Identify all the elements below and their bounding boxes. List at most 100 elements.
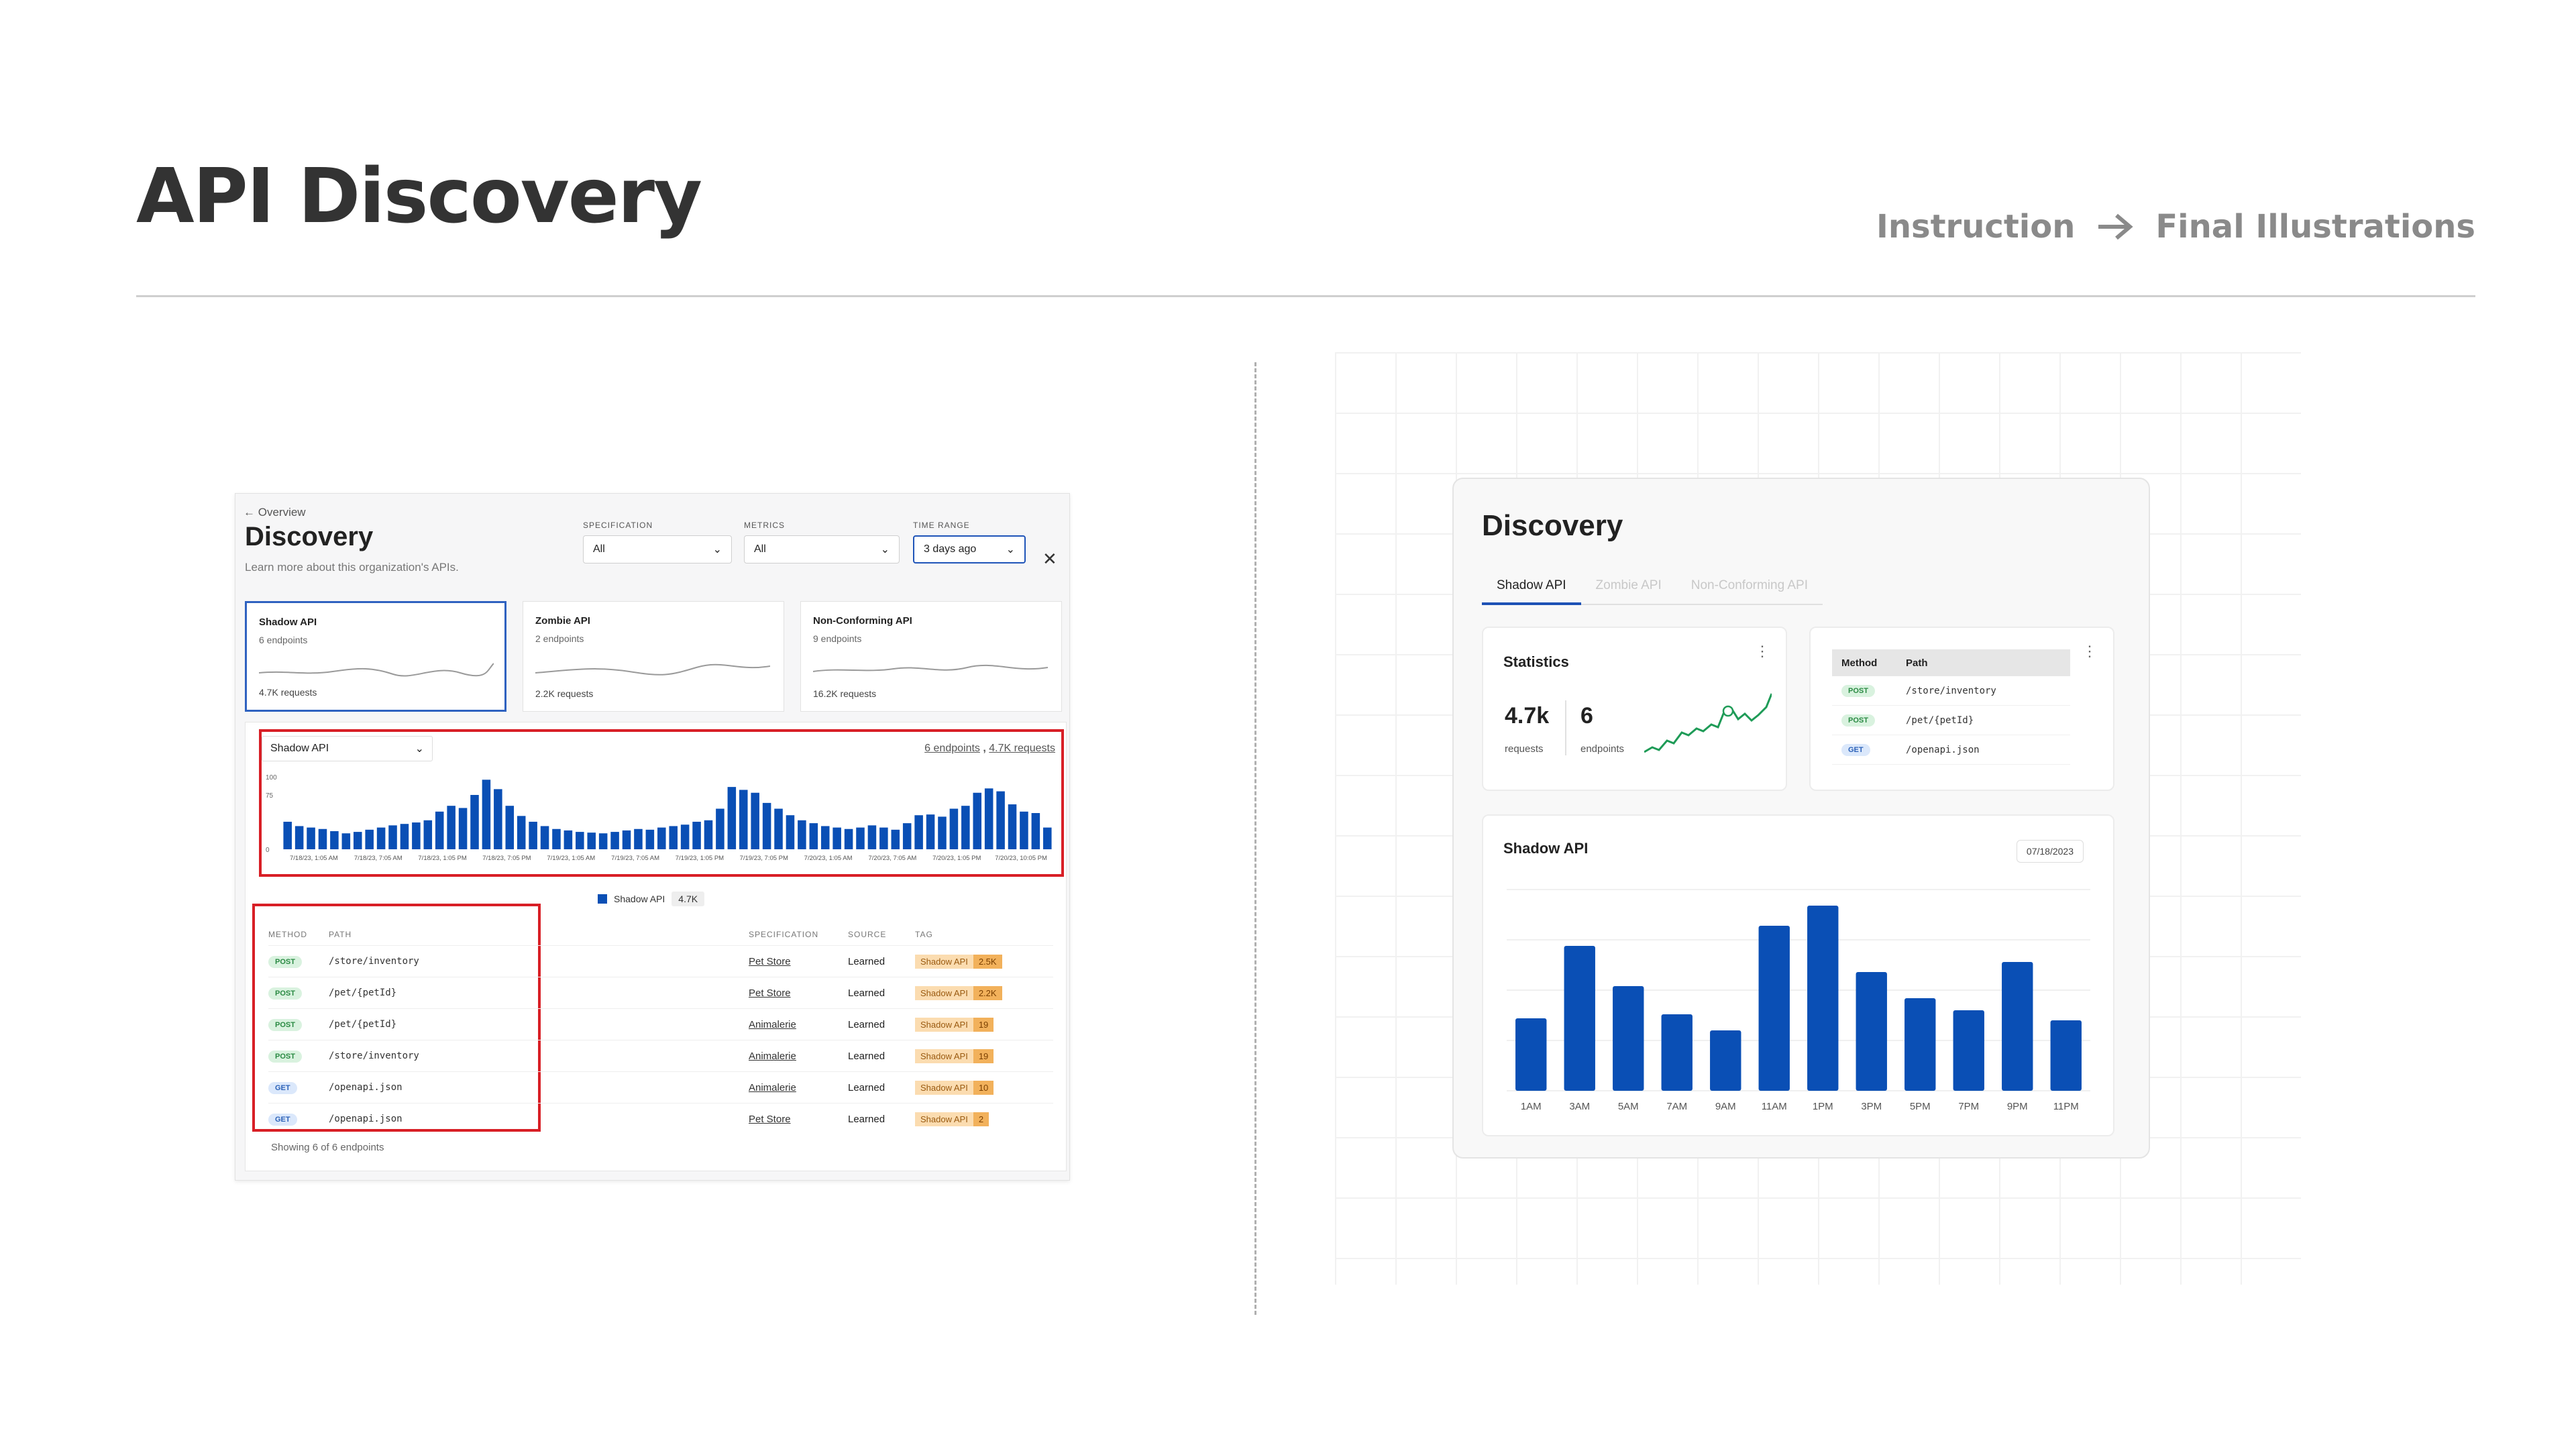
endpoint-path: /pet/{petId} (329, 987, 397, 998)
table-row[interactable]: POST /pet/{petId} Pet Store Learned Shad… (268, 977, 1053, 1008)
endpoints-label: endpoints (1580, 743, 1625, 755)
endpoint-path: /openapi.json (329, 1082, 402, 1093)
chart-bar (1020, 811, 1028, 849)
x-tick-label: 5AM (1618, 1101, 1639, 1112)
more-options-icon[interactable]: ⋮ (2082, 643, 2097, 659)
x-tick-label: 1PM (1813, 1101, 1833, 1112)
table-row[interactable]: POST /store/inventory Animalerie Learned… (268, 1040, 1053, 1071)
endpoint-path: /store/inventory (329, 1051, 419, 1061)
traffic-panel: Shadow API ⌄ 6 endpoints , 4.7K requests … (245, 722, 1067, 1171)
x-tick-label: 7/20/23, 7:05 AM (868, 855, 916, 862)
chart-bar (2002, 962, 2033, 1091)
more-options-icon[interactable]: ⋮ (1755, 643, 1770, 659)
table-row[interactable]: GET /openapi.json Pet Store Learned Shad… (268, 1103, 1053, 1134)
tag-badge: Shadow API 19 (915, 1017, 994, 1032)
chart-bar (867, 825, 877, 849)
chart-bar (458, 808, 468, 849)
method-badge: POST (268, 955, 302, 968)
tag-badge: Shadow API 2.5K (915, 954, 1002, 969)
summary-links: 6 endpoints , 4.7K requests (924, 743, 1055, 754)
chart-bar (973, 792, 982, 849)
chart-bar (505, 806, 515, 849)
spec-link[interactable]: Animalerie (749, 1018, 796, 1030)
table-header: Method Path (1832, 649, 2070, 676)
chevron-down-icon: ⌄ (415, 743, 424, 755)
requests-value: 4.7k (1505, 703, 1550, 729)
final-discovery-panel: Discovery Shadow API Zombie API Non-Conf… (1452, 478, 2150, 1159)
chart-bar (283, 821, 292, 849)
chart-bar (587, 833, 596, 849)
card-shadow-api[interactable]: Shadow API 6 endpoints 4.7K requests (245, 601, 506, 712)
statistics-title: Statistics (1503, 653, 1569, 670)
x-tick-label: 3PM (1861, 1101, 1882, 1112)
arrow-left-icon: ← (244, 506, 258, 519)
chart-bar (529, 821, 537, 849)
chart-bar (1758, 926, 1790, 1091)
table-row[interactable]: GET /openapi.json Animalerie Learned Sha… (268, 1071, 1053, 1103)
chart-bar (704, 820, 713, 849)
table-row[interactable]: POST /store/inventory Pet Store Learned … (268, 945, 1053, 977)
back-link[interactable]: ← Overview (244, 506, 306, 519)
filter-metrics[interactable]: METRICS All ⌄ (744, 521, 900, 564)
x-tick-label: 7/19/23, 7:05 AM (611, 855, 659, 862)
source-text: Learned (848, 1018, 885, 1030)
sparkline (813, 664, 1048, 672)
chart-bar (400, 824, 409, 849)
tag-badge: Shadow API 19 (915, 1049, 994, 1063)
source-text: Learned (848, 1050, 885, 1062)
method-badge: POST (268, 987, 302, 1000)
endpoints-mini-table: Method Path POST /store/inventory POST /p… (1832, 649, 2070, 765)
slide-title: API Discovery (136, 153, 702, 240)
method-badge: POST (268, 1050, 302, 1063)
card-non-conforming-api[interactable]: Non-Conforming API 9 endpoints 16.2K req… (800, 601, 1062, 712)
page-title: Discovery (245, 522, 374, 551)
x-tick-label: 9AM (1715, 1101, 1736, 1112)
chart-bar (610, 832, 619, 849)
spec-link[interactable]: Animalerie (749, 1050, 796, 1062)
spec-link[interactable]: Animalerie (749, 1081, 796, 1093)
spec-link[interactable]: Pet Store (749, 955, 791, 967)
endpoints-link[interactable]: 6 endpoints (924, 743, 980, 754)
x-tick-label: 7PM (1958, 1101, 1979, 1112)
chart-bar (669, 826, 678, 849)
chart-bar (1564, 946, 1595, 1091)
x-tick-label: 1AM (1521, 1101, 1542, 1112)
shadow-api-bar-chart: 1AM 3AM 5AM 7AM 9AM 11AM 1PM 3PM 5PM 7PM 9PM 11PM (1507, 889, 2090, 1112)
api-category-cards: Shadow API 6 endpoints 4.7K requests Zom… (245, 601, 1062, 712)
tab-shadow-api[interactable]: Shadow API (1482, 578, 1581, 605)
chart-bar (423, 820, 433, 849)
filter-specification[interactable]: SPECIFICATION All ⌄ (583, 521, 732, 564)
table-row[interactable]: POST /pet/{petId} (1832, 706, 2070, 735)
tab-non-conforming-api[interactable]: Non-Conforming API (1690, 578, 1808, 592)
x-tick-label: 7/19/23, 1:05 PM (676, 855, 724, 862)
spec-link[interactable]: Pet Store (749, 1113, 791, 1125)
spec-link[interactable]: Pet Store (749, 987, 791, 999)
chart-bar (330, 831, 339, 849)
chart-bar (622, 830, 631, 849)
statistics-card: Statistics ⋮ 4.7k requests 6 endpoints (1482, 627, 1787, 791)
tab-zombie-api[interactable]: Zombie API (1595, 578, 1662, 592)
chart-bar (914, 815, 923, 849)
chart-bar (961, 806, 970, 849)
legend-swatch (598, 894, 607, 904)
chart-bar (680, 824, 690, 849)
table-row[interactable]: POST /pet/{petId} Animalerie Learned Sha… (268, 1008, 1053, 1040)
source-text: Learned (848, 955, 885, 967)
chart-bar (552, 828, 561, 849)
table-row[interactable]: POST /store/inventory (1832, 676, 2070, 706)
header-divider (136, 295, 2475, 297)
series-select[interactable]: Shadow API ⌄ (262, 736, 433, 761)
filter-time-range[interactable]: TIME RANGE 3 days ago ⌄ (913, 521, 1026, 564)
table-row[interactable]: GET /openapi.json (1832, 735, 2070, 765)
clear-filters-icon[interactable]: ✕ (1042, 549, 1057, 569)
x-tick-label: 11PM (2053, 1101, 2079, 1112)
card-zombie-api[interactable]: Zombie API 2 endpoints 2.2K requests (523, 601, 784, 712)
requests-link[interactable]: 4.7K requests (989, 743, 1055, 754)
chart-bar (996, 791, 1005, 849)
requests-label: requests (1505, 743, 1544, 755)
date-picker[interactable]: 07/18/2023 (2016, 840, 2084, 863)
y-tick-label: 100 (266, 774, 277, 782)
tag-badge: Shadow API 2 (915, 1112, 989, 1126)
chart-bar (598, 833, 608, 849)
chart-bar (1856, 972, 1887, 1091)
